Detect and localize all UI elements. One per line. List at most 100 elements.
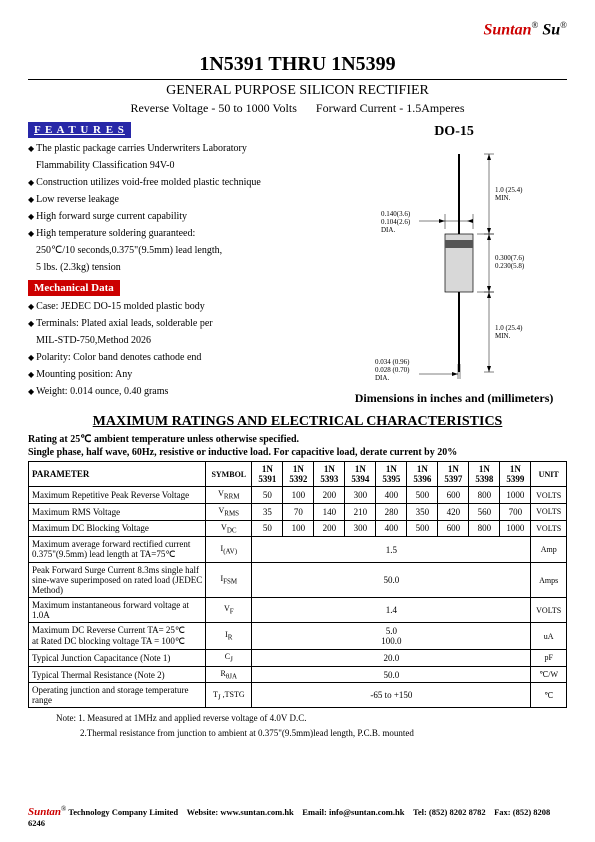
cell-value: 600	[438, 520, 469, 537]
cell-param: Typical Thermal Resistance (Note 2)	[29, 666, 206, 683]
cell-unit: VOLTS	[531, 598, 567, 623]
footer-tel-l: Tel:	[413, 807, 429, 817]
cell-symbol: IR	[206, 623, 252, 650]
table-row: Typical Junction Capacitance (Note 1)CJ2…	[29, 650, 567, 667]
condition-1: Rating at 25℃ ambient temperature unless…	[28, 434, 567, 445]
table-row: Peak Forward Surge Current 8.3ms single …	[29, 563, 567, 598]
feature-item: 250℃/10 seconds,0.375"(9.5mm) lead lengt…	[36, 242, 333, 259]
cell-unit: VOLTS	[531, 503, 567, 520]
cell-value: 800	[469, 520, 500, 537]
ratings-title: MAXIMUM RATINGS AND ELECTRICAL CHARACTER…	[28, 414, 567, 430]
cell-symbol: CJ	[206, 650, 252, 667]
cell-symbol: VRRM	[206, 487, 252, 504]
mech-item: Weight: 0.014 ounce, 0.40 grams	[28, 383, 333, 400]
feature-item: Construction utilizes void-free molded p…	[28, 174, 333, 191]
reg1: ®	[532, 20, 539, 30]
cell-value: 500	[407, 520, 438, 537]
cell-span-value: 20.0	[252, 650, 531, 667]
cell-value: 280	[376, 503, 407, 520]
th-5392: 1N5392	[283, 462, 314, 487]
feature-item: High forward surge current capability	[28, 208, 333, 225]
cell-value: 100	[283, 487, 314, 504]
table-row: Maximum average forward rectified curren…	[29, 537, 567, 563]
reg2: ®	[560, 20, 567, 30]
cell-unit: Amp	[531, 537, 567, 563]
th-symbol: SYMBOL	[206, 462, 252, 487]
th-5391: 1N5391	[252, 462, 283, 487]
cell-value: 35	[252, 503, 283, 520]
cell-value: 70	[283, 503, 314, 520]
cell-span-value: 5.0 100.0	[252, 623, 531, 650]
cell-symbol: RθJA	[206, 666, 252, 683]
cell-symbol: VRMS	[206, 503, 252, 520]
th-5393: 1N5393	[314, 462, 345, 487]
cell-unit: ℃	[531, 683, 567, 708]
table-header-row: PARAMETER SYMBOL 1N5391 1N5392 1N5393 1N…	[29, 462, 567, 487]
table-row: Maximum RMS VoltageVRMS35701402102803504…	[29, 503, 567, 520]
th-5399: 1N5399	[500, 462, 531, 487]
cell-value: 350	[407, 503, 438, 520]
table-row: Maximum DC Reverse Current TA= 25℃ at Ra…	[29, 623, 567, 650]
mech-item: Polarity: Color band denotes cathode end	[28, 349, 333, 366]
spec-rv: Reverse Voltage - 50 to 1000 Volts	[130, 101, 296, 115]
brand-header: Suntan® Su®	[28, 20, 567, 39]
table-row: Maximum instantaneous forward voltage at…	[29, 598, 567, 623]
cell-value: 700	[500, 503, 531, 520]
left-column: F E A T U R E S The plastic package carr…	[28, 122, 333, 406]
cell-param: Maximum Repetitive Peak Reverse Voltage	[29, 487, 206, 504]
footer-website: www.suntan.com.hk	[220, 807, 293, 817]
footer-website-l: Website:	[187, 807, 221, 817]
cell-unit: VOLTS	[531, 487, 567, 504]
cell-symbol: I(AV)	[206, 537, 252, 563]
cell-value: 300	[345, 487, 376, 504]
cell-value: 400	[376, 487, 407, 504]
dim-lead-dia: 0.034 (0.96)0.028 (0.70)DIA.	[375, 358, 410, 382]
cell-symbol: IFSM	[206, 563, 252, 598]
cell-param: Operating junction and storage temperatu…	[29, 683, 206, 708]
cell-span-value: -65 to +150	[252, 683, 531, 708]
cell-span-value: 1.4	[252, 598, 531, 623]
cell-value: 200	[314, 487, 345, 504]
cell-span-value: 1.5	[252, 537, 531, 563]
cell-param: Maximum DC Blocking Voltage	[29, 520, 206, 537]
package-drawing: 1.0 (25.4)MIN. 0.140(3.6)0.104(2.6)DIA. …	[359, 144, 549, 384]
th-5398: 1N5398	[469, 462, 500, 487]
feature-item: Low reverse leakage	[28, 191, 333, 208]
cell-value: 800	[469, 487, 500, 504]
cell-value: 420	[438, 503, 469, 520]
cell-value: 50	[252, 520, 283, 537]
cell-value: 1000	[500, 487, 531, 504]
cell-unit: Amps	[531, 563, 567, 598]
table-row: Typical Thermal Resistance (Note 2)RθJA5…	[29, 666, 567, 683]
cell-value: 600	[438, 487, 469, 504]
footer-tel: (852) 8202 8782	[429, 807, 486, 817]
footer: Suntan® Technology Company Limited Websi…	[28, 805, 567, 828]
cell-symbol: TJ ,TSTG	[206, 683, 252, 708]
th-5396: 1N5396	[407, 462, 438, 487]
mechdata-list: Case: JEDEC DO-15 molded plastic body Te…	[28, 298, 333, 400]
cell-unit: uA	[531, 623, 567, 650]
spec-line: Reverse Voltage - 50 to 1000 Volts Forwa…	[28, 101, 567, 116]
brand-su: Su	[542, 21, 560, 38]
footer-email-l: Email:	[302, 807, 329, 817]
cell-value: 100	[283, 520, 314, 537]
cell-param: Maximum average forward rectified curren…	[29, 537, 206, 563]
th-5397: 1N5397	[438, 462, 469, 487]
cell-span-value: 50.0	[252, 563, 531, 598]
dim-body-h: 0.300(7.6)0.230(5.8)	[495, 254, 525, 270]
cell-param: Maximum RMS Voltage	[29, 503, 206, 520]
mech-item: MIL-STD-750,Method 2026	[36, 332, 333, 349]
cell-value: 500	[407, 487, 438, 504]
cell-value: 1000	[500, 520, 531, 537]
cell-value: 140	[314, 503, 345, 520]
feature-item: High temperature soldering guaranteed:	[28, 225, 333, 242]
th-unit: UNIT	[531, 462, 567, 487]
cell-value: 210	[345, 503, 376, 520]
mech-item: Terminals: Plated axial leads, solderabl…	[28, 315, 333, 332]
cell-value: 400	[376, 520, 407, 537]
footer-fax-l: Fax:	[494, 807, 513, 817]
cell-value: 200	[314, 520, 345, 537]
cell-value: 300	[345, 520, 376, 537]
mech-item: Mounting position: Any	[28, 366, 333, 383]
feature-item: 5 lbs. (2.3kg) tension	[36, 259, 333, 276]
